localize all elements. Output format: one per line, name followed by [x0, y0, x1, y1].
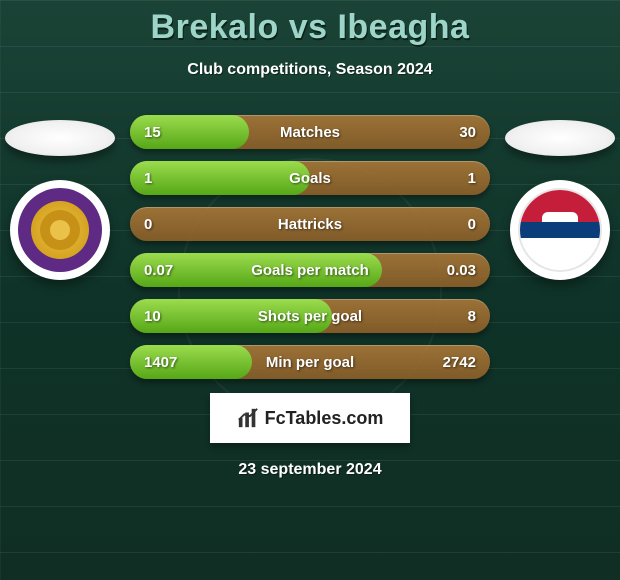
lion-icon [31, 201, 89, 259]
stat-right-value: 0.03 [447, 262, 476, 279]
page-title: Brekalo vs Ibeagha [0, 8, 620, 47]
stat-left-value: 15 [144, 124, 161, 141]
stat-right-value: 1 [468, 170, 476, 187]
right-player-oval [505, 120, 615, 156]
stat-left-value: 0 [144, 216, 152, 233]
stat-left-value: 1 [144, 170, 152, 187]
stat-label: Shots per goal [258, 308, 362, 325]
stat-label: Min per goal [266, 354, 354, 371]
stat-row: 0.07 Goals per match 0.03 [130, 253, 490, 287]
stat-fill [130, 161, 310, 195]
club-crest-orlando [10, 180, 110, 280]
stat-label: Goals [289, 170, 331, 187]
subtitle: Club competitions, Season 2024 [0, 61, 620, 79]
date-label: 23 september 2024 [0, 461, 620, 479]
stat-left-value: 1407 [144, 354, 177, 371]
chart-icon [237, 407, 259, 429]
right-player-side [500, 120, 620, 280]
stat-row: 1407 Min per goal 2742 [130, 345, 490, 379]
stat-left-value: 10 [144, 308, 161, 325]
bull-icon [542, 212, 578, 238]
stat-right-value: 2742 [443, 354, 476, 371]
watermark: FcTables.com [210, 393, 410, 443]
stat-row: 1 Goals 1 [130, 161, 490, 195]
stat-row: 15 Matches 30 [130, 115, 490, 149]
stat-right-value: 0 [468, 216, 476, 233]
stats-panel: 15Matches301Goals10Hattricks00.07Goals p… [130, 115, 490, 379]
left-player-side [0, 120, 120, 280]
stat-label: Goals per match [251, 262, 369, 279]
stat-right-value: 8 [468, 308, 476, 325]
stat-row: 10 Shots per goal 8 [130, 299, 490, 333]
stat-label: Matches [280, 124, 340, 141]
left-player-oval [5, 120, 115, 156]
stat-left-value: 0.07 [144, 262, 173, 279]
watermark-text: FcTables.com [265, 408, 384, 429]
stat-label: Hattricks [278, 216, 342, 233]
club-crest-fcdallas [510, 180, 610, 280]
stat-row: 0 Hattricks 0 [130, 207, 490, 241]
stat-right-value: 30 [459, 124, 476, 141]
